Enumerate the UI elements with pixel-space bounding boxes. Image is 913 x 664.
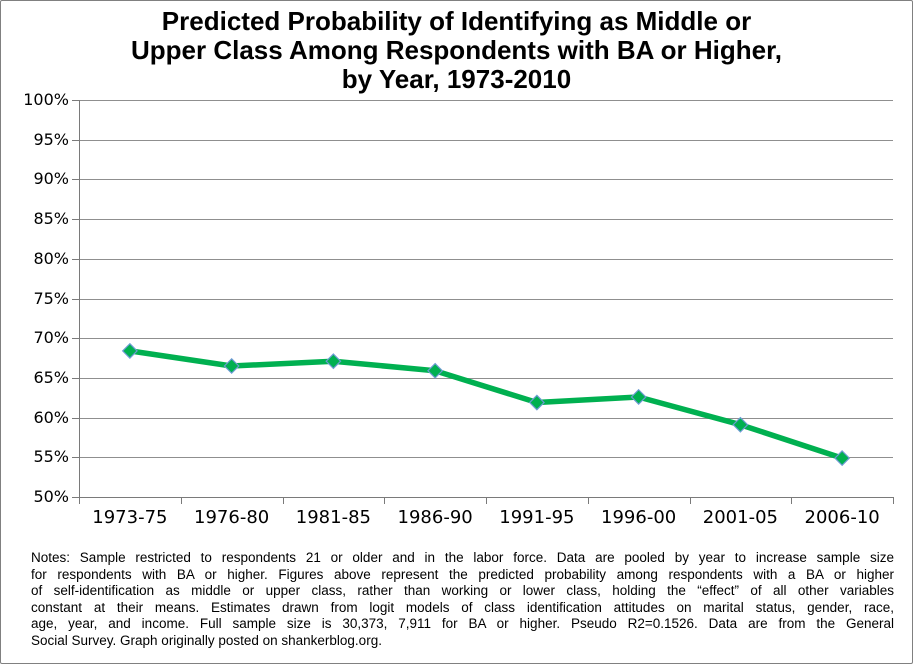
notes-line-2: for respondents with BA or higher. Figur… — [31, 566, 894, 582]
data-point-marker — [834, 450, 851, 467]
y-axis-label: 100% — [23, 90, 69, 109]
notes-line-4: constant at their means. Estimates drawn… — [31, 599, 894, 615]
data-point-marker — [121, 342, 138, 359]
x-axis-label: 2006-10 — [804, 507, 880, 528]
plot-area — [72, 100, 894, 504]
data-point-marker — [732, 416, 749, 433]
x-axis-label: 1976-80 — [194, 507, 270, 528]
y-axis-label: 55% — [33, 447, 69, 467]
x-axis-label: 2001-05 — [702, 507, 778, 528]
chart-title-line-1: Predicted Probability of Identifying as … — [161, 6, 752, 36]
y-axis-label: 95% — [33, 129, 69, 149]
data-point-marker — [427, 362, 444, 379]
y-axis-label: 75% — [33, 288, 69, 308]
data-point-marker — [630, 388, 647, 406]
chart-title-line-3: by Year, 1973-2010 — [341, 64, 572, 94]
y-axis-label: 60% — [33, 407, 69, 427]
y-axis-label: 50% — [33, 487, 69, 506]
x-axis-label: 1991-95 — [499, 507, 575, 528]
data-point-marker — [223, 357, 240, 375]
x-axis-label: 1973-75 — [92, 507, 168, 528]
y-axis-label: 90% — [33, 169, 69, 189]
notes-line-3: of self-identification as middle or uppe… — [31, 583, 894, 599]
notes-line-6: Social Survey. Graph originally posted o… — [31, 632, 382, 648]
chart-title: Predicted Probability of Identifying as … — [1, 7, 912, 94]
data-point-marker — [528, 394, 545, 411]
chart-title-line-2: Upper Class Among Respondents with BA or… — [130, 35, 783, 65]
y-axis-label: 85% — [33, 209, 69, 229]
y-axis-label: 80% — [33, 248, 69, 268]
x-axis-labels: 1973-75 1976-80 1981-85 1986-90 1991-95 1996-… — [79, 506, 893, 532]
y-axis-label: 65% — [33, 367, 69, 387]
data-point-marker — [325, 353, 342, 370]
trend-line — [127, 348, 845, 461]
notes-line-5: age, year, and income. Full sample size … — [31, 616, 894, 632]
chart-notes: Notes: Sample restricted to respondents … — [31, 550, 894, 650]
y-axis-labels: 100% 95% 90% 85% 80% 75% 70% 65% 60% 55% 50% — [1, 90, 69, 506]
x-axis-label: 1981-85 — [295, 507, 371, 528]
y-axis-label: 70% — [33, 328, 69, 348]
x-axis-label: 1986-90 — [397, 507, 473, 528]
x-axis-label: 1996-00 — [601, 507, 677, 528]
notes-line-1: Notes: Sample restricted to respondents … — [31, 550, 894, 565]
